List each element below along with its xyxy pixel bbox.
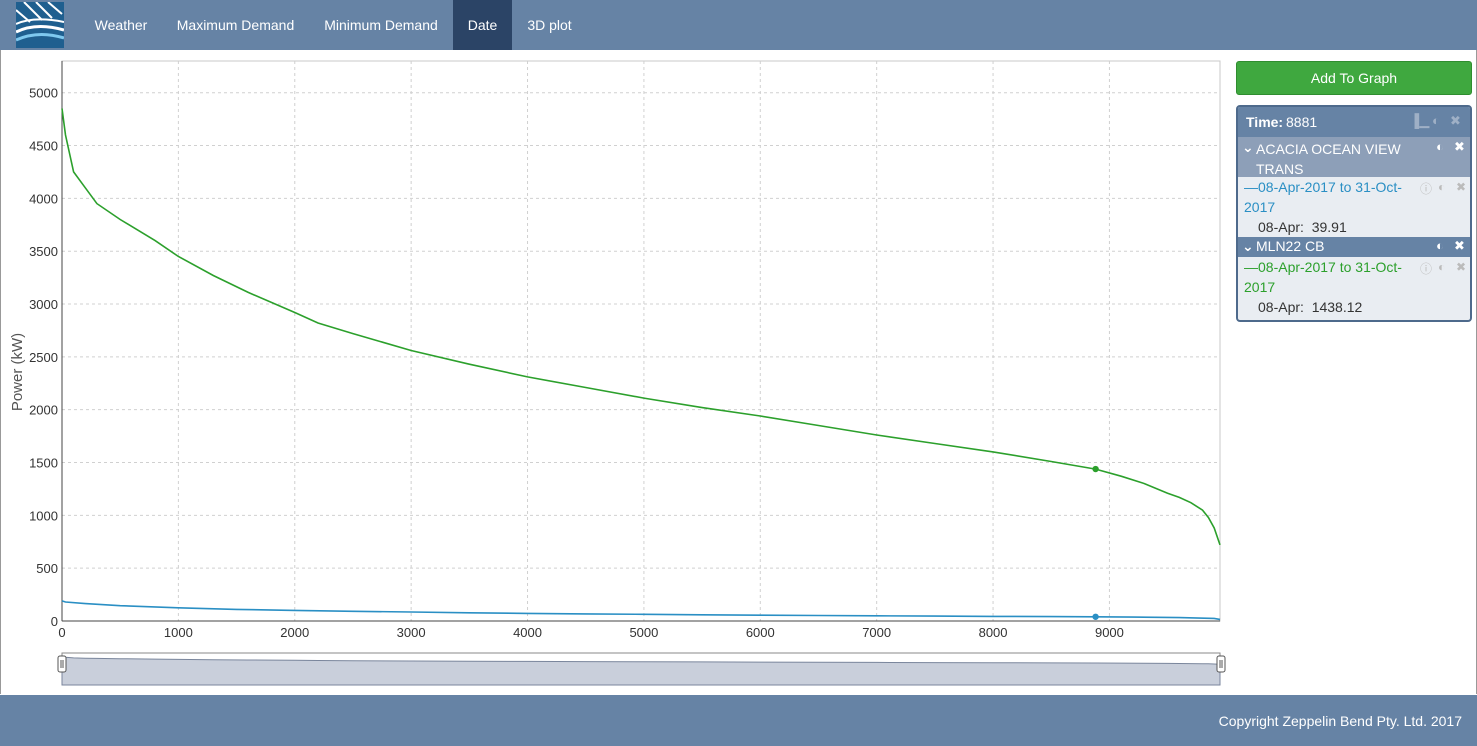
time-value: 8881 <box>1286 114 1318 130</box>
tab-date[interactable]: Date <box>453 0 512 50</box>
legend-panel: Time: 8881 ▐▁ ◐ ✖ ⌄ ACACIA OCEAN VIEW TR… <box>1236 105 1472 322</box>
bar-chart-icon[interactable]: ▐▁ <box>1410 113 1430 128</box>
y-axis-label: Power (kW) <box>9 333 26 411</box>
y-tick-label: 4000 <box>29 191 58 206</box>
series-date-range-link[interactable]: —08-Apr-2017 to 31-Oct-2017 <box>1244 179 1402 215</box>
x-tick-label: 8000 <box>979 625 1008 640</box>
legend-group-mln22[interactable]: ⌄ MLN22 CB ◐ ✖ <box>1238 237 1470 257</box>
x-tick-label: 5000 <box>629 625 658 640</box>
x-tick-label: 7000 <box>862 625 891 640</box>
eye-slash-icon[interactable]: ◐ <box>1438 180 1446 194</box>
y-tick-label: 500 <box>36 561 58 576</box>
group-title: MLN22 CB <box>1256 238 1325 254</box>
legend-series-acacia: —08-Apr-2017 to 31-Oct-2017 ⓘ ◐ ✖ 08-Apr… <box>1238 177 1470 237</box>
series-value-row: 08-Apr: 1438.12 <box>1258 299 1363 315</box>
x-tick-label: 1000 <box>164 625 193 640</box>
axes: 0 1000 2000 3000 4000 5000 6000 7000 8000 9000 0 50… <box>29 61 1220 640</box>
info-icon[interactable]: ⓘ <box>1420 182 1433 196</box>
x-tick-label: 4000 <box>513 625 542 640</box>
series-date-range-link[interactable]: —08-Apr-2017 to 31-Oct-2017 <box>1244 259 1402 295</box>
tab-maximum-demand[interactable]: Maximum Demand <box>176 17 295 33</box>
y-tick-label: 1500 <box>29 456 58 471</box>
range-handle-right[interactable] <box>1216 655 1226 673</box>
y-tick-label: 3500 <box>29 244 58 259</box>
top-nav-bar: Weather Maximum Demand Minimum Demand Da… <box>0 0 1477 50</box>
hover-marker <box>1092 465 1099 473</box>
hover-markers <box>1092 465 1099 620</box>
chevron-down-icon[interactable]: ⌄ <box>1242 139 1254 155</box>
y-tick-label: 4500 <box>29 139 58 154</box>
range-selector-preview <box>61 656 1221 686</box>
x-tick-label: 0 <box>58 625 65 640</box>
y-tick-label: 2000 <box>29 403 58 418</box>
x-tick-label: 6000 <box>746 625 775 640</box>
eye-slash-icon[interactable]: ◐ <box>1438 260 1446 274</box>
y-tick-label: 2500 <box>29 350 58 365</box>
y-tick-label: 5000 <box>29 86 58 101</box>
eye-slash-icon[interactable]: ◐ <box>1436 238 1444 253</box>
footer: Copyright Zeppelin Bend Pty. Ltd. 2017 <box>0 695 1477 746</box>
series-value-row: 08-Apr: 39.91 <box>1258 219 1347 235</box>
legend-group-acacia[interactable]: ⌄ ACACIA OCEAN VIEW TRANS ◐ ✖ <box>1238 137 1470 177</box>
tab-3d-plot[interactable]: 3D plot <box>527 17 572 33</box>
close-icon[interactable]: ✖ <box>1456 180 1467 194</box>
legend-header: Time: 8881 ▐▁ ◐ ✖ <box>1238 107 1470 137</box>
grid <box>61 60 1221 622</box>
y-tick-label: 0 <box>51 614 58 629</box>
close-icon[interactable]: ✖ <box>1454 238 1465 253</box>
eye-slash-icon[interactable]: ◐ <box>1432 113 1440 128</box>
copyright-text: Copyright Zeppelin Bend Pty. Ltd. 2017 <box>1218 713 1462 729</box>
x-tick-label: 9000 <box>1095 625 1124 640</box>
power-duration-chart[interactable]: 0 1000 2000 3000 4000 5000 6000 7000 8000 9000 0 50… <box>0 50 1230 695</box>
x-tick-label: 3000 <box>397 625 426 640</box>
add-to-graph-button[interactable]: Add To Graph <box>1236 61 1472 95</box>
close-icon[interactable]: ✖ <box>1456 260 1467 274</box>
eye-slash-icon[interactable]: ◐ <box>1436 139 1444 154</box>
legend-series-mln22: —08-Apr-2017 to 31-Oct-2017 ⓘ ◐ ✖ 08-Apr… <box>1238 257 1470 319</box>
x-tick-label: 2000 <box>280 625 309 640</box>
info-icon[interactable]: ⓘ <box>1420 262 1433 276</box>
close-icon[interactable]: ✖ <box>1450 113 1461 128</box>
time-label: Time: <box>1246 114 1284 130</box>
y-tick-label: 1000 <box>29 508 58 523</box>
range-handle-left[interactable] <box>57 655 67 673</box>
series-line-mln22-cb[interactable] <box>61 108 1221 546</box>
plot-area <box>61 60 1221 622</box>
chevron-down-icon[interactable]: ⌄ <box>1242 238 1254 254</box>
group-title: ACACIA OCEAN VIEW TRANS <box>1256 141 1401 177</box>
close-icon[interactable]: ✖ <box>1454 139 1465 154</box>
tab-minimum-demand[interactable]: Minimum Demand <box>324 17 438 33</box>
tab-weather[interactable]: Weather <box>94 17 148 33</box>
zeppelin-logo-icon[interactable] <box>16 2 64 48</box>
range-selector[interactable] <box>57 652 1226 686</box>
hover-marker <box>1092 613 1099 620</box>
y-tick-label: 3000 <box>29 297 58 312</box>
